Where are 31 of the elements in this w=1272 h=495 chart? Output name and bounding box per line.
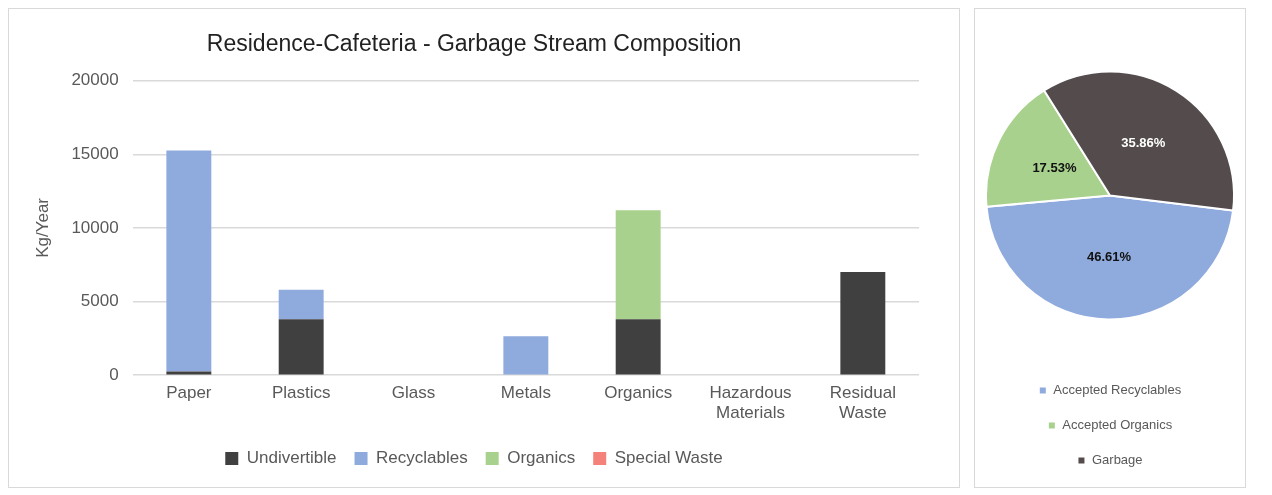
legend-label: Special Waste (614, 448, 723, 468)
y-tick-label: 15000 (71, 143, 119, 163)
x-tick-label: Organics (604, 383, 673, 403)
x-tick-label: Residual Waste (829, 383, 896, 423)
y-tick-label: 20000 (71, 70, 119, 90)
bar (503, 336, 549, 375)
legend-label: Garbage (1091, 452, 1143, 468)
x-tick-label: Glass (391, 383, 436, 403)
bar (278, 289, 324, 320)
data-label: 35.86% (1121, 134, 1166, 150)
data-label: 46.61% (1086, 249, 1132, 265)
y-axis-title: Kg/Year (32, 197, 52, 258)
bar (840, 272, 886, 375)
x-tick-label: Metals (500, 383, 551, 403)
x-tick-label: Plastics (271, 383, 331, 403)
y-tick-label: 0 (109, 364, 119, 384)
legend-label: Accepted Recyclables (1053, 382, 1182, 398)
legend-label: Undivertible (246, 448, 337, 468)
bar (615, 210, 661, 320)
bar (278, 319, 324, 375)
y-tick-label: 10000 (71, 217, 119, 237)
data-label: 17.53% (1032, 159, 1077, 175)
bar (615, 319, 661, 375)
legend-label: Recyclables (376, 448, 468, 468)
x-tick-label: Paper (166, 383, 212, 403)
bar (166, 150, 212, 372)
legend-label: Accepted Organics (1062, 417, 1173, 433)
x-tick-label: Hazardous Materials (709, 383, 792, 423)
y-tick-label: 5000 (80, 291, 119, 311)
chart-title: Residence-Cafeteria - Garbage Stream Composition (206, 30, 742, 57)
legend-label: Organics (507, 448, 576, 468)
